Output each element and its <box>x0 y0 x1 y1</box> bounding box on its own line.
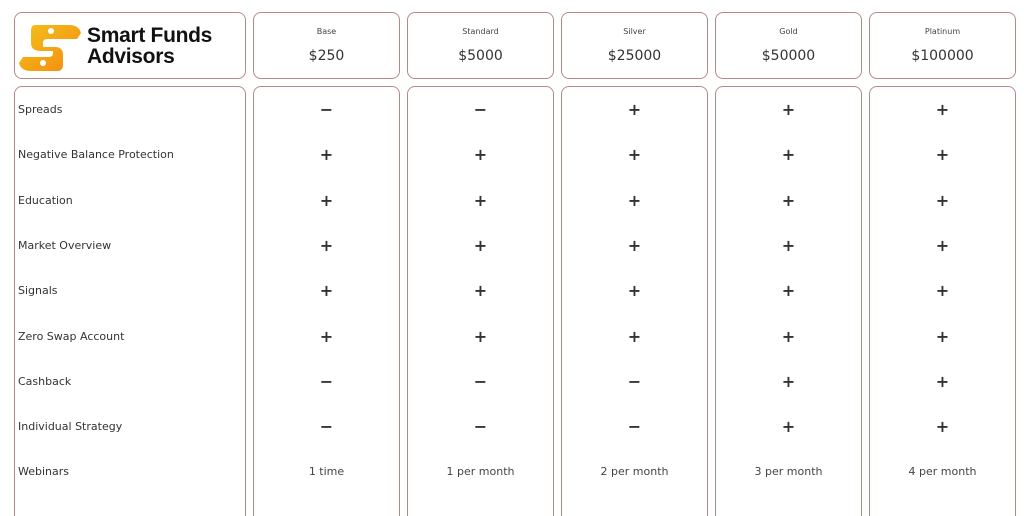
plus-icon: + <box>781 417 796 437</box>
plus-icon: + <box>319 326 334 346</box>
plan-price: $5000 <box>458 48 503 64</box>
plan-column-standard: − + + + + + − − 1 per month <box>407 86 554 516</box>
plus-icon: + <box>935 145 950 165</box>
plus-icon: + <box>473 326 488 346</box>
plus-icon: + <box>935 417 950 437</box>
feature-label: Signals <box>18 284 58 298</box>
plus-icon: + <box>319 235 334 255</box>
plus-icon: + <box>781 281 796 301</box>
feature-label-column: Spreads Negative Balance Protection Educat… <box>14 86 246 516</box>
minus-icon: − <box>627 417 642 437</box>
plan-tier: Gold <box>779 27 798 36</box>
minus-icon: − <box>319 371 334 391</box>
feature-value: 3 per month <box>754 465 823 479</box>
minus-icon: − <box>627 371 642 391</box>
logo-icon <box>19 24 81 71</box>
plan-tier: Base <box>316 27 337 36</box>
plus-icon: + <box>627 235 642 255</box>
feature-value: 2 per month <box>600 465 669 479</box>
feature-label: Cashback <box>18 374 72 388</box>
plus-icon: + <box>473 190 488 210</box>
feature-label: Individual Strategy <box>18 420 123 434</box>
plus-icon: + <box>935 235 950 255</box>
plus-icon: + <box>781 235 796 255</box>
feature-label: Zero Swap Account <box>18 329 125 343</box>
plan-header-platinum: Platinum $100000 <box>869 12 1016 79</box>
feature-value: 1 per month <box>446 465 515 479</box>
plan-column-platinum: + + + + + + + +4 per month <box>869 86 1016 516</box>
plus-icon: + <box>935 371 950 391</box>
minus-icon: − <box>319 417 334 437</box>
plus-icon: + <box>627 100 642 119</box>
feature-label: Spreads <box>18 103 63 116</box>
feature-label: Education <box>18 193 73 207</box>
feature-label: Negative Balance Protection <box>18 148 174 162</box>
plan-tier: Platinum <box>924 27 961 36</box>
plan-column-base: − + + + + + − − 1 time <box>253 86 400 516</box>
plan-header-silver: Silver $25000 <box>561 12 708 79</box>
plan-tier: Silver <box>623 27 646 36</box>
plus-icon: + <box>473 281 488 301</box>
plus-icon: + <box>627 281 642 301</box>
feature-value: 1 time <box>308 465 345 479</box>
plus-icon: + <box>473 235 488 255</box>
plus-icon: + <box>935 100 950 119</box>
logo-cell: Smart Funds Advisors <box>14 12 246 79</box>
plus-icon: + <box>935 190 950 210</box>
plus-icon: + <box>627 326 642 346</box>
plus-icon: + <box>935 281 950 301</box>
plan-tier: Standard <box>462 27 499 36</box>
brand-name: Smart Funds Advisors <box>87 23 213 68</box>
plus-icon: + <box>319 190 334 210</box>
feature-value: 4 per month <box>908 465 977 479</box>
plus-icon: + <box>781 326 796 346</box>
plus-icon: + <box>473 145 488 165</box>
minus-icon: − <box>473 100 488 119</box>
plan-column-silver: + + + + + + − − 2 per month <box>561 86 708 516</box>
plus-icon: + <box>781 100 796 119</box>
plus-icon: + <box>627 190 642 210</box>
plan-price: $100000 <box>911 48 974 64</box>
minus-icon: − <box>319 100 334 119</box>
feature-label: Market Overview <box>18 238 112 252</box>
plan-header-gold: Gold $50000 <box>715 12 862 79</box>
plus-icon: + <box>319 281 334 301</box>
plan-price: $25000 <box>607 48 662 64</box>
plan-price: $50000 <box>761 48 816 64</box>
plan-price: $250 <box>308 48 345 64</box>
plus-icon: + <box>781 190 796 210</box>
plus-icon: + <box>627 145 642 165</box>
plan-header-standard: Standard $5000 <box>407 12 554 79</box>
plus-icon: + <box>319 145 334 165</box>
plus-icon: + <box>781 145 796 165</box>
feature-label: Webinars <box>18 465 70 479</box>
minus-icon: − <box>473 417 488 437</box>
minus-icon: − <box>473 371 488 391</box>
plan-column-gold: + + + + + + + +3 per month <box>715 86 862 516</box>
plan-header-base: Base $250 <box>253 12 400 79</box>
plus-icon: + <box>781 371 796 391</box>
plus-icon: + <box>935 326 950 346</box>
